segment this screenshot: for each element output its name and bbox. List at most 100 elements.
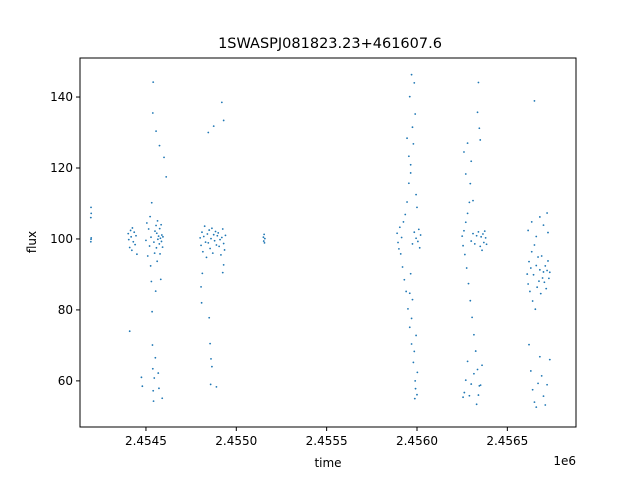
data-point — [544, 404, 547, 406]
x-tick-label: 2.4560 — [396, 434, 438, 448]
data-point — [414, 387, 417, 390]
data-point — [464, 379, 467, 382]
data-point — [153, 241, 155, 244]
data-point — [418, 246, 421, 249]
data-point — [547, 231, 549, 234]
data-point — [480, 235, 483, 238]
data-point — [401, 266, 404, 268]
data-point — [416, 206, 418, 209]
data-point — [465, 267, 468, 269]
data-point — [262, 240, 265, 242]
data-point — [155, 130, 157, 132]
data-point — [132, 240, 135, 243]
data-point — [207, 131, 210, 134]
data-point — [90, 236, 93, 239]
data-point — [413, 81, 416, 84]
data-point — [160, 234, 163, 236]
data-point — [135, 234, 137, 237]
data-point — [156, 219, 159, 222]
data-point — [150, 236, 152, 239]
data-point — [212, 233, 215, 236]
data-point — [211, 365, 213, 368]
data-point — [544, 265, 547, 267]
data-point — [155, 232, 158, 235]
y-axis-label: flux — [25, 231, 39, 253]
data-point — [416, 240, 419, 243]
data-point — [529, 267, 532, 269]
y-tick-label: 120 — [50, 161, 73, 175]
data-point — [222, 119, 225, 122]
data-point — [206, 233, 209, 235]
x-tick-label: 2.4555 — [306, 434, 348, 448]
data-point — [526, 273, 529, 275]
data-point — [210, 357, 212, 360]
data-point — [538, 355, 541, 358]
data-point — [200, 285, 202, 288]
data-point — [150, 201, 153, 204]
data-point — [400, 236, 403, 239]
data-point — [405, 290, 408, 293]
data-point — [398, 247, 400, 250]
data-point — [463, 229, 465, 232]
data-point — [540, 255, 543, 257]
data-point — [527, 283, 530, 285]
y-axis: 60 80 100 120 140 — [50, 90, 80, 388]
data-point — [413, 231, 416, 234]
data-point — [481, 249, 483, 252]
data-point — [409, 163, 412, 166]
data-point — [542, 271, 545, 273]
data-point — [414, 113, 417, 115]
data-point — [221, 271, 224, 274]
data-point — [412, 361, 415, 364]
data-point — [152, 81, 155, 84]
x-axis-offset-label: 1e6 — [553, 454, 576, 468]
data-point — [475, 234, 478, 237]
data-point — [128, 330, 131, 333]
data-point — [548, 271, 551, 274]
data-point — [466, 142, 469, 145]
data-point — [210, 237, 212, 240]
data-point — [215, 386, 218, 388]
data-point — [468, 394, 471, 397]
data-point — [411, 126, 414, 129]
data-point — [140, 376, 143, 379]
data-point — [534, 308, 537, 311]
data-point — [410, 317, 413, 320]
data-point — [212, 125, 215, 128]
data-point — [127, 232, 130, 235]
plot-frame — [79, 57, 577, 428]
data-point — [472, 199, 474, 202]
data-point — [407, 307, 409, 310]
data-point — [158, 227, 161, 230]
data-point — [542, 224, 545, 227]
data-point — [470, 383, 473, 385]
data-point — [464, 173, 467, 175]
data-point — [463, 391, 466, 394]
y-tick-label: 100 — [50, 232, 73, 246]
data-point — [216, 234, 219, 237]
data-point — [533, 401, 536, 404]
data-point — [462, 244, 464, 247]
x-axis: 2.4545 2.4550 2.4555 2.4560 2.4565 — [125, 427, 528, 448]
data-point — [214, 230, 217, 233]
data-point — [149, 265, 152, 267]
data-point — [530, 221, 533, 223]
data-point — [482, 233, 484, 235]
data-point — [409, 272, 412, 275]
data-point — [147, 228, 150, 230]
data-point — [417, 228, 420, 231]
plot-area — [79, 57, 577, 428]
data-point — [154, 290, 157, 293]
data-point — [538, 280, 540, 283]
data-point — [146, 255, 149, 257]
data-point — [220, 236, 223, 239]
data-point — [546, 383, 548, 386]
data-point — [479, 245, 482, 248]
data-point — [159, 252, 161, 255]
data-point — [220, 101, 223, 104]
data-point — [262, 236, 265, 239]
data-point — [90, 212, 93, 215]
data-point — [211, 227, 213, 230]
data-point — [145, 239, 147, 242]
